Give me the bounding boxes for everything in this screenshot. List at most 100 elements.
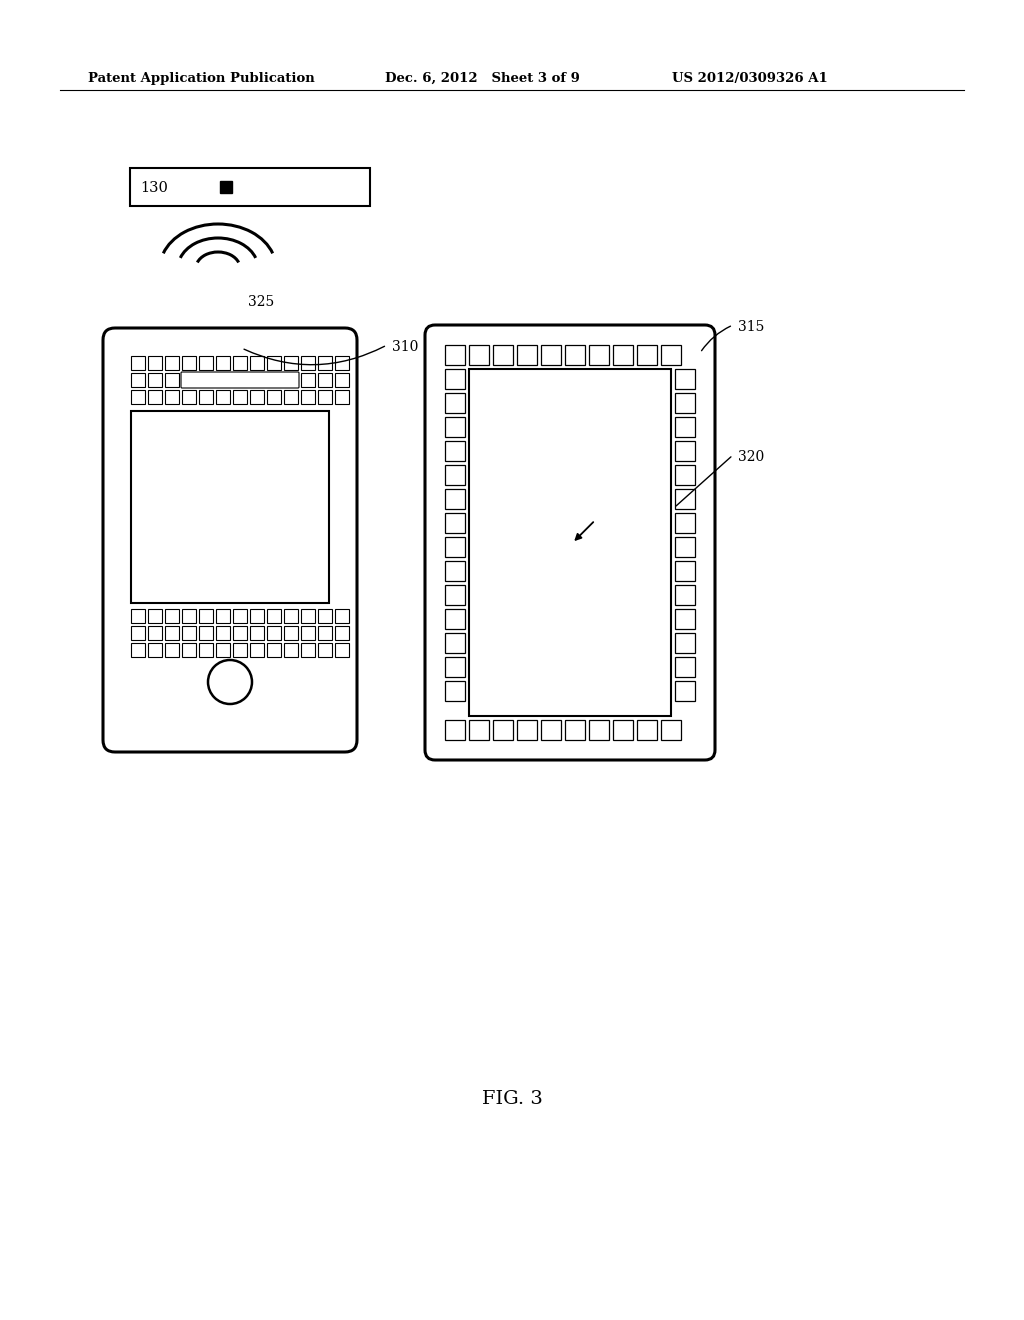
Bar: [267, 609, 281, 623]
Bar: [445, 561, 465, 581]
Bar: [675, 537, 695, 557]
Bar: [199, 609, 213, 623]
Bar: [662, 345, 681, 366]
Bar: [284, 626, 298, 640]
Bar: [216, 626, 230, 640]
FancyBboxPatch shape: [425, 325, 715, 760]
Bar: [675, 634, 695, 653]
Bar: [182, 389, 196, 404]
Bar: [675, 513, 695, 533]
Bar: [148, 643, 162, 657]
Bar: [131, 643, 145, 657]
Bar: [469, 719, 489, 741]
Bar: [469, 345, 489, 366]
Bar: [301, 626, 315, 640]
Bar: [131, 411, 329, 603]
Bar: [216, 643, 230, 657]
Bar: [445, 370, 465, 389]
Bar: [675, 585, 695, 605]
Bar: [445, 537, 465, 557]
Bar: [445, 393, 465, 413]
Bar: [165, 356, 179, 370]
Bar: [675, 465, 695, 484]
Bar: [131, 356, 145, 370]
Bar: [445, 441, 465, 461]
Text: US 2012/0309326 A1: US 2012/0309326 A1: [672, 73, 827, 84]
Bar: [148, 626, 162, 640]
Bar: [335, 389, 349, 404]
Circle shape: [208, 660, 252, 704]
Bar: [445, 681, 465, 701]
Bar: [148, 609, 162, 623]
FancyBboxPatch shape: [103, 327, 357, 752]
Bar: [469, 370, 671, 715]
Bar: [216, 389, 230, 404]
Bar: [675, 681, 695, 701]
Bar: [267, 643, 281, 657]
Bar: [250, 389, 264, 404]
Bar: [335, 626, 349, 640]
Bar: [250, 609, 264, 623]
Text: 325: 325: [248, 294, 274, 309]
Bar: [165, 609, 179, 623]
Bar: [662, 719, 681, 741]
Bar: [131, 626, 145, 640]
Bar: [335, 374, 349, 387]
Bar: [301, 356, 315, 370]
Text: 310: 310: [392, 341, 419, 354]
Bar: [284, 609, 298, 623]
Bar: [284, 643, 298, 657]
Bar: [182, 643, 196, 657]
Bar: [517, 719, 537, 741]
Text: Dec. 6, 2012   Sheet 3 of 9: Dec. 6, 2012 Sheet 3 of 9: [385, 73, 580, 84]
Bar: [165, 643, 179, 657]
Bar: [493, 345, 513, 366]
Bar: [301, 643, 315, 657]
Bar: [131, 389, 145, 404]
Bar: [589, 719, 609, 741]
Bar: [493, 719, 513, 741]
Bar: [301, 389, 315, 404]
Bar: [517, 345, 537, 366]
Bar: [216, 356, 230, 370]
Bar: [445, 488, 465, 510]
Bar: [445, 513, 465, 533]
Bar: [335, 356, 349, 370]
Bar: [335, 643, 349, 657]
Bar: [148, 374, 162, 387]
Bar: [130, 168, 370, 206]
Bar: [284, 389, 298, 404]
Bar: [233, 356, 247, 370]
Bar: [267, 626, 281, 640]
Bar: [318, 389, 332, 404]
Bar: [250, 356, 264, 370]
Bar: [318, 374, 332, 387]
Bar: [318, 356, 332, 370]
Bar: [233, 643, 247, 657]
Text: Patent Application Publication: Patent Application Publication: [88, 73, 314, 84]
Bar: [148, 389, 162, 404]
Bar: [565, 345, 585, 366]
Bar: [165, 389, 179, 404]
Bar: [445, 345, 465, 366]
Text: FIG. 3: FIG. 3: [481, 1090, 543, 1107]
Bar: [541, 345, 561, 366]
Bar: [267, 389, 281, 404]
Bar: [318, 643, 332, 657]
Bar: [318, 609, 332, 623]
Bar: [199, 643, 213, 657]
Bar: [250, 643, 264, 657]
Bar: [675, 417, 695, 437]
Bar: [565, 719, 585, 741]
Bar: [250, 626, 264, 640]
Text: 315: 315: [738, 319, 764, 334]
Bar: [148, 356, 162, 370]
Bar: [301, 374, 315, 387]
Bar: [445, 585, 465, 605]
Bar: [675, 441, 695, 461]
Bar: [637, 345, 657, 366]
Bar: [165, 626, 179, 640]
Bar: [445, 417, 465, 437]
Bar: [182, 609, 196, 623]
Bar: [131, 374, 145, 387]
